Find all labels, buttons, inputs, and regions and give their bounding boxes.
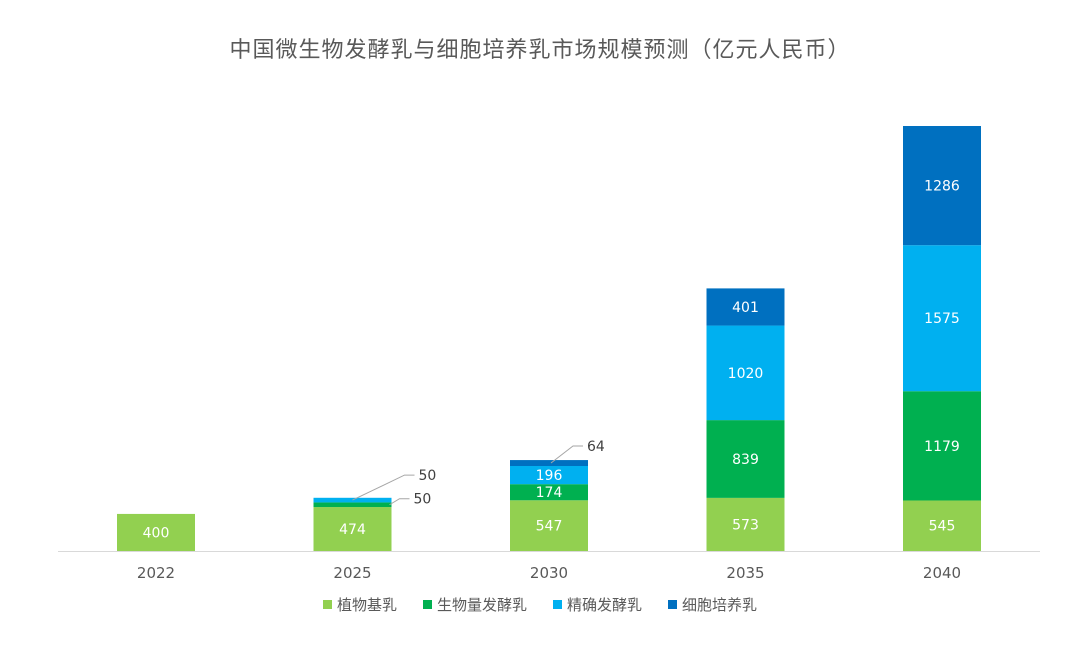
data-label: 401 [732, 300, 759, 316]
data-label: 474 [339, 522, 366, 538]
chart-title: 中国微生物发酵乳与细胞培养乳市场规模预测（亿元人民币） [229, 38, 851, 63]
bar-segment [706, 325, 785, 421]
bar-segment [903, 500, 981, 551]
data-label: 1286 [924, 179, 960, 195]
bar-segment [706, 420, 785, 498]
bar-segment [510, 484, 588, 501]
data-label: 196 [536, 468, 563, 484]
callout-line [352, 474, 415, 501]
data-label: 1575 [924, 311, 960, 327]
bar-segment [706, 288, 785, 326]
legend-swatch [553, 600, 562, 609]
bar-segment [313, 502, 392, 508]
legend-label: 细胞培养乳 [682, 596, 758, 614]
data-label: 1179 [924, 439, 960, 455]
x-tick-label: 2035 [726, 564, 764, 582]
bar-segment [117, 513, 195, 551]
bar-segment [706, 497, 785, 551]
bar-segment [510, 460, 588, 466]
legend-label: 植物基乳 [336, 596, 397, 614]
legend-swatch [322, 600, 332, 609]
data-label: 573 [732, 517, 759, 533]
x-tick-label: 2022 [137, 564, 175, 582]
x-tick-label: 2040 [923, 564, 961, 582]
data-label: 174 [536, 485, 563, 501]
data-label: 547 [536, 519, 563, 535]
bar-segment [903, 126, 981, 246]
bar-segment [903, 245, 981, 392]
data-label: 400 [143, 525, 170, 541]
legend-item-cell: 细胞培养乳 [668, 594, 757, 615]
x-tick-label: 2030 [530, 564, 568, 582]
data-label: 64 [587, 439, 605, 455]
bar-segment [903, 391, 981, 501]
data-label: 50 [419, 468, 437, 484]
legend-item-plant: 植物基乳 [322, 594, 397, 615]
callout-line [550, 445, 583, 464]
data-label: 545 [929, 519, 956, 535]
bar-segment [510, 466, 588, 485]
data-label: 1020 [728, 366, 764, 382]
callout-line [389, 498, 410, 506]
legend-item-precision: 精确发酵乳 [553, 594, 642, 615]
bar-segment [510, 500, 588, 551]
legend-swatch [422, 600, 432, 609]
legend-label: 精确发酵乳 [567, 596, 643, 614]
data-label: 839 [732, 452, 759, 468]
x-tick-label: 2025 [333, 564, 371, 582]
legend-label: 生物量发酵乳 [436, 596, 527, 614]
legend-swatch [668, 600, 678, 609]
bar-segment [313, 507, 392, 551]
legend-item-biomass: 生物量发酵乳 [422, 594, 527, 615]
legend: 植物基乳 生物量发酵乳 精确发酵乳 细胞培养乳 [0, 594, 1080, 615]
data-label: 50 [414, 492, 432, 508]
